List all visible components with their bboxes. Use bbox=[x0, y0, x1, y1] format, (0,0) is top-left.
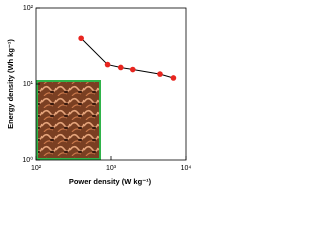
y-axis-title: Energy density (Wh kg⁻¹) bbox=[6, 39, 15, 129]
x-tick-label: 10³ bbox=[106, 165, 117, 172]
inset-image bbox=[36, 80, 101, 160]
data-point bbox=[78, 35, 84, 42]
data-point bbox=[157, 71, 163, 77]
y-tick-label: 10¹ bbox=[23, 81, 34, 88]
x-axis-title: Power density (W kg⁻¹) bbox=[69, 177, 152, 186]
x-tick-label: 10² bbox=[31, 165, 42, 172]
data-point bbox=[104, 61, 111, 68]
y-tick-label: 10² bbox=[23, 5, 34, 12]
data-point bbox=[129, 66, 136, 73]
data-point bbox=[170, 75, 177, 81]
y-tick-label: 10⁰ bbox=[22, 156, 33, 164]
x-tick-label: 10⁴ bbox=[181, 165, 192, 172]
chart: Power density (W kg⁻¹) Energy density (W… bbox=[6, 5, 192, 186]
data-point bbox=[117, 64, 124, 71]
